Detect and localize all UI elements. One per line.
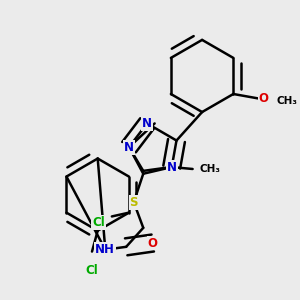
Text: O: O bbox=[148, 236, 158, 250]
Text: S: S bbox=[130, 196, 138, 209]
Text: NH: NH bbox=[95, 243, 115, 256]
Text: CH₃: CH₃ bbox=[199, 164, 220, 174]
Text: N: N bbox=[167, 160, 177, 174]
Text: O: O bbox=[259, 92, 269, 105]
Text: N: N bbox=[124, 141, 134, 154]
Text: Cl: Cl bbox=[92, 216, 105, 229]
Text: CH₃: CH₃ bbox=[277, 96, 298, 106]
Text: Cl: Cl bbox=[85, 264, 98, 277]
Text: N: N bbox=[142, 117, 152, 130]
